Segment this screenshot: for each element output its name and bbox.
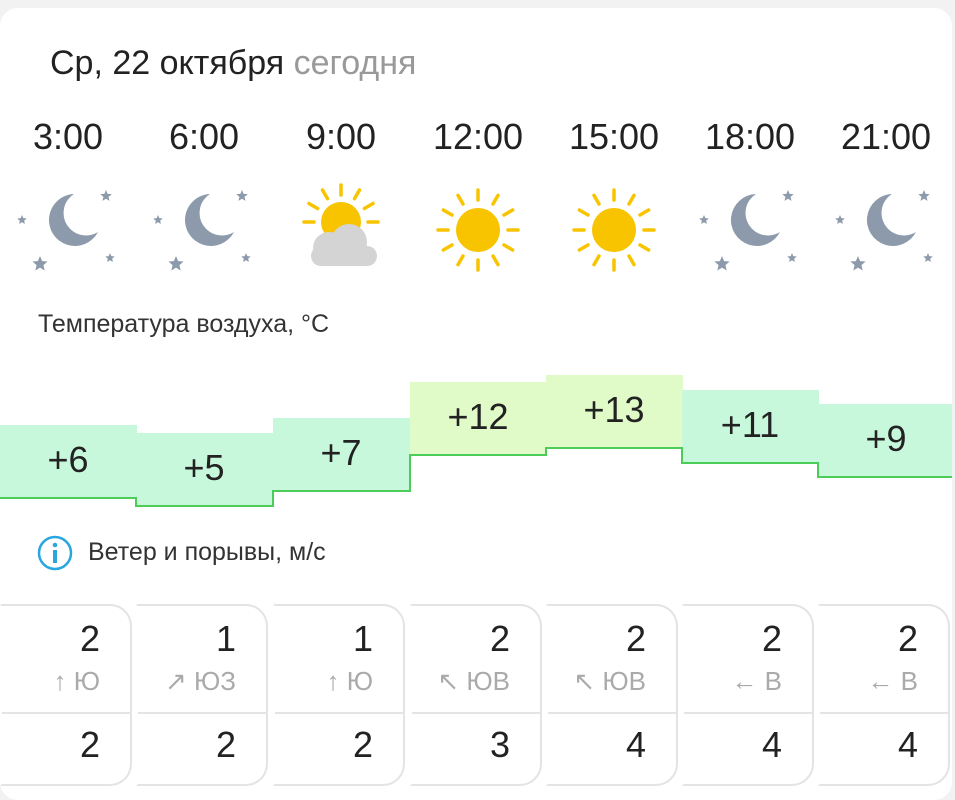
divider — [684, 712, 812, 714]
wind-direction-text: В — [900, 666, 918, 696]
temperature-value: +6 — [47, 439, 89, 480]
wind-direction: ↑ Ю — [53, 666, 100, 697]
wind-direction-text: ЮВ — [466, 666, 510, 696]
temperature-value: +5 — [183, 447, 225, 488]
wind-arrow-icon: ← — [867, 666, 894, 696]
weather-card: Ср, 22 октября сегодня 3:00 6:00 9:00 12:00… — [0, 8, 952, 800]
hour-label: 9:00 — [305, 116, 377, 157]
date: Ср, 22 октября — [50, 44, 285, 82]
night-stars-icon — [835, 190, 933, 271]
temperature-value: +7 — [320, 432, 362, 473]
divider — [820, 712, 948, 714]
temperature-value: +11 — [720, 404, 780, 445]
wind-arrow-icon: ↑ — [326, 666, 340, 696]
today-label: сегодня — [293, 44, 417, 82]
wind-arrow-icon: ↖ — [437, 666, 460, 696]
wind-card: 1 ↑ Ю 2 — [273, 604, 405, 786]
hour-label: 3:00 — [32, 116, 104, 157]
wind-gust: 2 — [79, 724, 100, 765]
wind-direction: ↗ ЮЗ — [165, 666, 236, 697]
temperature-bar — [546, 375, 683, 449]
hour-label: 15:00 — [568, 116, 660, 157]
wind-direction-text: Ю — [73, 666, 100, 696]
wind-arrow-icon: ↑ — [53, 666, 67, 696]
wind-label: Ветер и порывы, м/с — [88, 538, 326, 566]
night-stars-icon — [17, 190, 115, 271]
temperature-step — [135, 497, 137, 507]
temperature-bar — [273, 418, 410, 492]
wind-card: 2 ← В 4 — [818, 604, 950, 786]
temperature-label: Температура воздуха, °C — [38, 310, 330, 338]
wind-direction: ↖ ЮВ — [573, 666, 646, 697]
temperature-value: +12 — [447, 396, 509, 437]
temperature-step — [817, 462, 819, 478]
wind-arrow-icon: ↖ — [573, 666, 596, 696]
wind-card: 2 ↖ ЮВ 4 — [546, 604, 678, 786]
wind-gust: 3 — [489, 724, 510, 765]
divider — [275, 712, 403, 714]
date-title: Ср, 22 октября сегодня — [50, 44, 416, 83]
temperature-bar — [0, 425, 137, 499]
wind-direction: ← В — [731, 666, 782, 697]
temperature-bar — [818, 404, 952, 478]
temperature-bar — [410, 382, 547, 456]
temperature-step — [409, 454, 411, 492]
wind-speed: 2 — [761, 618, 782, 659]
hour-label: 18:00 — [704, 116, 796, 157]
wind-direction-text: В — [764, 666, 782, 696]
wind-arrow-icon: ← — [731, 666, 758, 696]
wind-direction: ↖ ЮВ — [437, 666, 510, 697]
wind-card: 2 ← В 4 — [682, 604, 814, 786]
wind-speed: 2 — [79, 618, 100, 659]
wind-gust: 2 — [352, 724, 373, 765]
wind-direction: ← В — [867, 666, 918, 697]
wind-direction: ↑ Ю — [326, 666, 373, 697]
hour-label: 12:00 — [432, 116, 524, 157]
divider — [2, 712, 130, 714]
wind-direction-text: ЮЗ — [194, 666, 236, 696]
temperature-bar — [136, 433, 273, 507]
sun-icon — [572, 188, 656, 272]
sun-icon — [436, 188, 520, 272]
sun-cloud-icon — [302, 183, 380, 266]
wind-gust: 2 — [215, 724, 236, 765]
wind-gust: 4 — [761, 724, 782, 765]
wind-card: 2 ↖ ЮВ 3 — [410, 604, 542, 786]
temperature-value: +13 — [583, 389, 645, 430]
wind-gust: 4 — [897, 724, 918, 765]
temperature-step — [681, 447, 683, 464]
temperature-step — [545, 447, 547, 456]
hour-label: 21:00 — [840, 116, 932, 157]
wind-speed: 1 — [352, 618, 373, 659]
wind-speed: 1 — [215, 618, 236, 659]
divider — [548, 712, 676, 714]
info-icon[interactable] — [36, 534, 74, 572]
temperature-value: +9 — [865, 418, 907, 459]
wind-gust: 4 — [625, 724, 646, 765]
wind-card: 2 ↑ Ю 2 — [0, 604, 132, 786]
wind-speed: 2 — [625, 618, 646, 659]
wind-direction-text: ЮВ — [602, 666, 646, 696]
divider — [138, 712, 266, 714]
hour-label: 6:00 — [168, 116, 240, 157]
wind-direction-text: Ю — [346, 666, 373, 696]
wind-card: 1 ↗ ЮЗ 2 — [136, 604, 268, 786]
divider — [412, 712, 540, 714]
temperature-step — [272, 490, 274, 507]
night-stars-icon — [153, 190, 251, 271]
temperature-bar — [682, 390, 819, 464]
night-stars-icon — [699, 190, 797, 271]
wind-speed: 2 — [489, 618, 510, 659]
wind-arrow-icon: ↗ — [164, 666, 187, 696]
wind-speed: 2 — [897, 618, 918, 659]
